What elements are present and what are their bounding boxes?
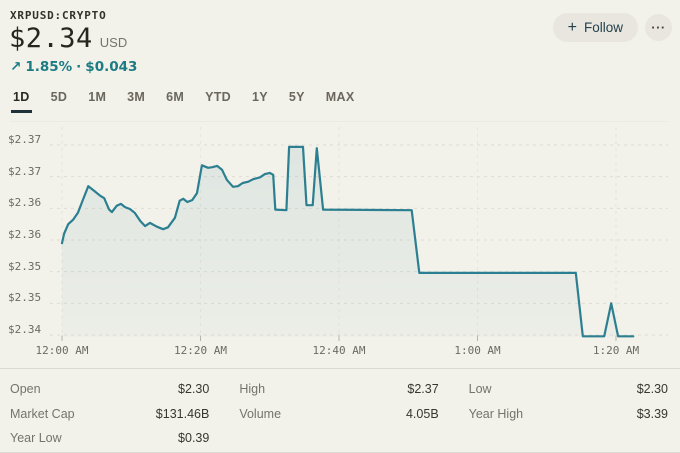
stat-label: Year High [468, 406, 524, 421]
stat-label: High [239, 382, 266, 397]
tab-1d[interactable]: 1D [11, 90, 32, 113]
tab-6m[interactable]: 6M [164, 90, 186, 113]
stat-market-cap: Market Cap $131.46B [10, 402, 209, 427]
tab-1m[interactable]: 1M [86, 90, 108, 113]
tab-5y[interactable]: 5Y [287, 90, 307, 113]
stat-label: Low [468, 382, 492, 397]
tab-1y[interactable]: 1Y [250, 90, 270, 113]
change-separator: · [76, 59, 82, 75]
stat-high: High $2.37 [239, 377, 438, 402]
stat-label: Year Low [10, 431, 62, 446]
stat-value: $131.46B [155, 406, 210, 421]
stat-value: $2.37 [407, 382, 439, 397]
currency-label: USD [99, 35, 128, 50]
change-amount: $0.043 [85, 59, 138, 75]
tabs-divider [10, 121, 668, 122]
x-axis-label: 12:40 AM [312, 344, 366, 357]
trend-up-arrow-icon: ↗ [10, 59, 22, 75]
stat-value: $3.39 [636, 406, 668, 421]
x-axis-label: 12:20 AM [174, 344, 227, 357]
y-axis-label: $2.35 [8, 291, 42, 305]
price-line [60, 145, 635, 338]
price-area-fill [62, 146, 634, 337]
follow-button-label: Follow [583, 20, 623, 35]
ellipsis-icon: ··· [651, 20, 666, 35]
x-axis-label: 12:00 AM [35, 344, 89, 357]
price-row: $2.34 USD [9, 23, 127, 54]
ticker-symbol: XRPUSD:CRYPTO [10, 9, 107, 22]
tab-ytd[interactable]: YTD [203, 90, 233, 113]
tab-5d[interactable]: 5D [49, 90, 70, 113]
stat-label: Volume [239, 406, 282, 421]
price-change: ↗ 1.85% · $0.043 [10, 59, 137, 75]
y-axis-label: $2.37 [8, 133, 42, 146]
y-axis-label: $2.36 [8, 196, 42, 210]
stat-empty [239, 426, 438, 451]
tab-3m[interactable]: 3M [125, 90, 147, 113]
stat-low: Low $2.30 [469, 377, 668, 402]
y-axis-label: $2.34 [8, 323, 42, 337]
stat-label: Market Cap [10, 406, 75, 421]
y-axis-label: $2.36 [8, 228, 42, 241]
more-options-button[interactable]: ··· [645, 14, 672, 41]
stat-empty [469, 426, 668, 451]
change-percent: 1.85% [25, 59, 73, 75]
stat-value: $0.39 [178, 431, 210, 446]
range-tabs: 1D 5D 1M 3M 6M YTD 1Y 5Y MAX [11, 90, 356, 113]
stat-label: Open [10, 382, 41, 397]
stat-value: $2.30 [636, 382, 668, 397]
x-axis-label: 1:20 AM [592, 344, 640, 357]
stat-open: Open $2.30 [10, 377, 209, 402]
follow-button[interactable]: + Follow [552, 13, 638, 42]
stat-value: $2.30 [178, 382, 210, 397]
tab-max[interactable]: MAX [324, 90, 357, 113]
stat-year-high: Year High $3.39 [469, 402, 668, 427]
stats-table: Open $2.30 High $2.37 Low $2.30 Market Cap $131… [0, 368, 680, 452]
y-axis-label: $2.35 [8, 259, 42, 273]
x-axis-label: 1:00 AM [454, 344, 501, 357]
y-axis-label: $2.37 [8, 164, 42, 178]
plus-icon: + [567, 18, 577, 36]
current-price: $2.34 [9, 23, 93, 54]
stat-year-low: Year Low $0.39 [10, 426, 209, 451]
stat-value: 4.05B [405, 406, 439, 421]
stat-volume: Volume 4.05B [239, 402, 438, 427]
